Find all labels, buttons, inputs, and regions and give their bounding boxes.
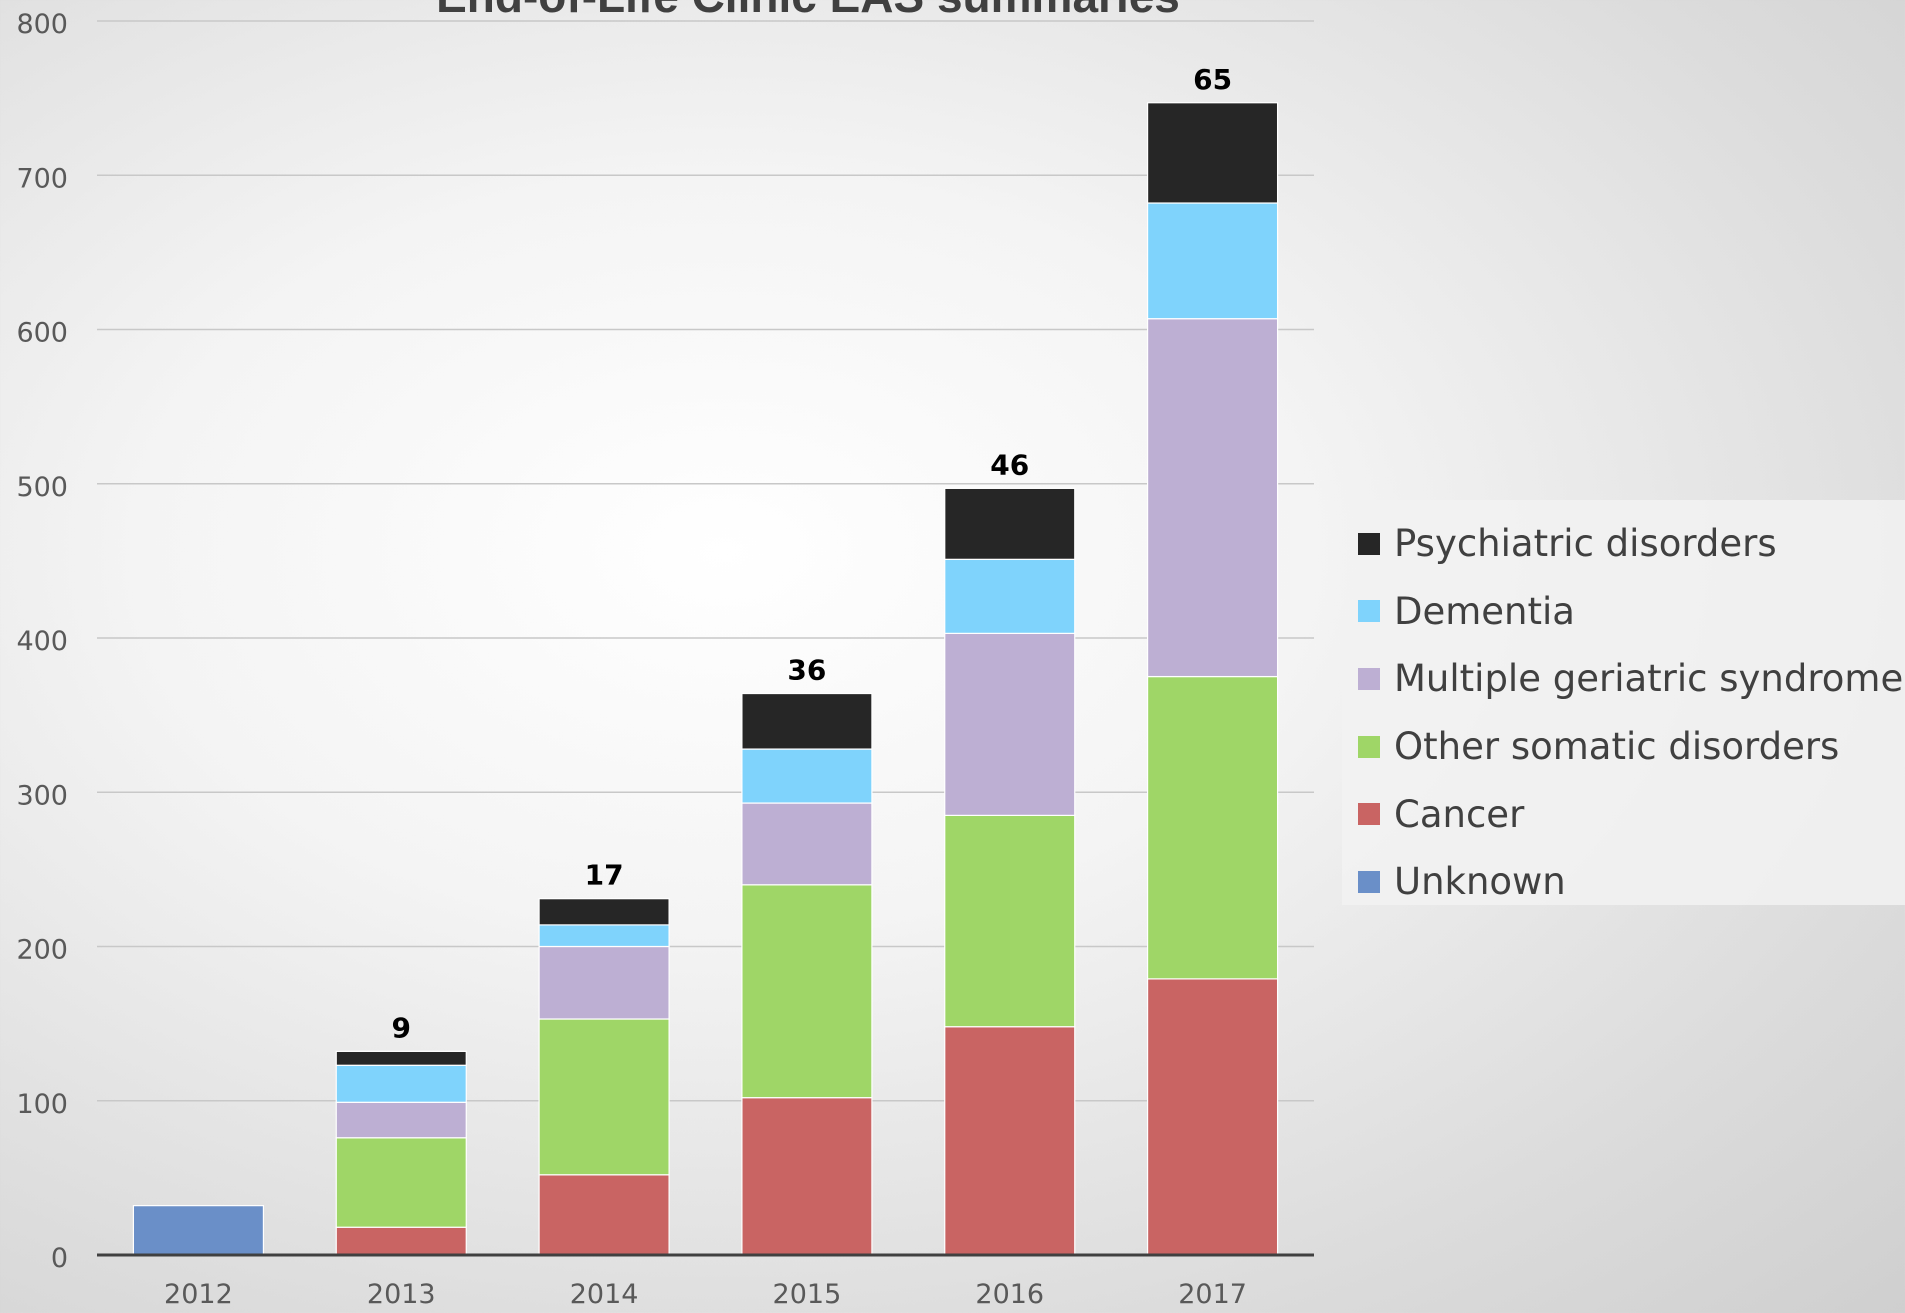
bar-segment-psychiatric-disorders: [335, 1050, 467, 1066]
bar-segment-multiple-geriatric-syndromes: [944, 632, 1076, 816]
bar-top-label: 46: [990, 448, 1029, 481]
y-tick-label: 0: [51, 1243, 68, 1274]
x-tick-label: 2012: [164, 1279, 233, 1310]
bar-segment-dementia: [741, 748, 873, 804]
bar-segment-cancer: [741, 1097, 873, 1256]
bar-segment-cancer: [538, 1174, 670, 1256]
chart-title: End-of-Life Clinic EAS summaries: [436, 0, 1180, 22]
legend-swatch: [1358, 532, 1380, 555]
legend-swatch: [1358, 803, 1380, 826]
x-tick-label: 2015: [773, 1279, 842, 1310]
bar-segment-dementia: [335, 1064, 467, 1103]
bar-segment-dementia: [538, 924, 670, 948]
y-tick-label: 400: [16, 626, 68, 657]
legend-label: Other somatic disorders: [1394, 725, 1840, 769]
bar-segment-psychiatric-disorders: [1146, 102, 1279, 204]
legend-swatch: [1358, 667, 1380, 690]
y-tick-label: 500: [16, 472, 68, 503]
bar-top-labels: 9 17 36 46 65: [392, 63, 1233, 1045]
bars: [132, 102, 1279, 1256]
bar-segment-multiple-geriatric-syndromes: [741, 802, 873, 886]
legend-swatch: [1358, 600, 1380, 623]
bar-segment-unknown: [132, 1205, 265, 1256]
bar-segment-psychiatric-disorders: [538, 898, 670, 926]
legend-item: Other somatic disorders: [1358, 713, 1905, 781]
bar-segment-cancer: [335, 1226, 467, 1256]
legend-item: Unknown: [1358, 848, 1905, 916]
legend-label: Dementia: [1394, 589, 1575, 633]
bar-top-label: 65: [1193, 63, 1232, 96]
bar-segment-psychiatric-disorders: [944, 487, 1076, 560]
bar-segment-multiple-geriatric-syndromes: [538, 945, 670, 1020]
x-tick-label: 2014: [570, 1279, 639, 1310]
legend-label: Multiple geriatric syndromes: [1394, 657, 1905, 701]
bar-segment-other-somatic-disorders: [1146, 675, 1279, 980]
legend-label: Unknown: [1394, 860, 1566, 904]
y-axis-tick-labels: 0 100 200 300 400 500 600 700 800: [16, 9, 68, 1274]
bar-segment-cancer: [944, 1026, 1076, 1256]
bar-segment-cancer: [1146, 978, 1279, 1256]
legend-item: Multiple geriatric syndromes: [1358, 645, 1905, 713]
x-tick-label: 2017: [1178, 1279, 1247, 1310]
legend-item: Cancer: [1358, 780, 1905, 848]
legend-label: Psychiatric disorders: [1394, 522, 1777, 566]
legend-item: Dementia: [1358, 578, 1905, 646]
bar-segment-dementia: [944, 558, 1076, 634]
y-tick-label: 100: [16, 1089, 68, 1120]
bar-top-label: 36: [787, 654, 826, 687]
y-tick-label: 600: [16, 318, 68, 349]
bar-segment-dementia: [1146, 202, 1279, 320]
bar-segment-other-somatic-disorders: [944, 814, 1076, 1028]
legend-item: Psychiatric disorders: [1358, 510, 1905, 578]
bar-top-label: 17: [585, 859, 624, 892]
x-tick-label: 2016: [975, 1279, 1044, 1310]
y-tick-label: 700: [16, 163, 68, 194]
x-tick-label: 2013: [367, 1279, 436, 1310]
legend-label: Cancer: [1394, 792, 1525, 836]
legend-swatch: [1358, 735, 1380, 758]
y-tick-label: 300: [16, 780, 68, 811]
y-tick-label: 200: [16, 935, 68, 966]
bar-segment-multiple-geriatric-syndromes: [335, 1101, 467, 1139]
legend-swatch: [1358, 870, 1380, 893]
bar-segment-psychiatric-disorders: [741, 692, 873, 750]
bar-segment-other-somatic-disorders: [741, 884, 873, 1099]
y-tick-label: 800: [16, 9, 68, 40]
bar-segment-other-somatic-disorders: [538, 1018, 670, 1176]
chart-legend: Psychiatric disorders Dementia Multiple ge…: [1342, 500, 1905, 905]
bar-segment-multiple-geriatric-syndromes: [1146, 318, 1279, 678]
x-axis-tick-labels: 2012 2013 2014 2015 2016 2017: [164, 1279, 1247, 1310]
bar-top-label: 9: [392, 1011, 411, 1044]
bar-segment-other-somatic-disorders: [335, 1137, 467, 1228]
gridlines: [97, 20, 1314, 1102]
